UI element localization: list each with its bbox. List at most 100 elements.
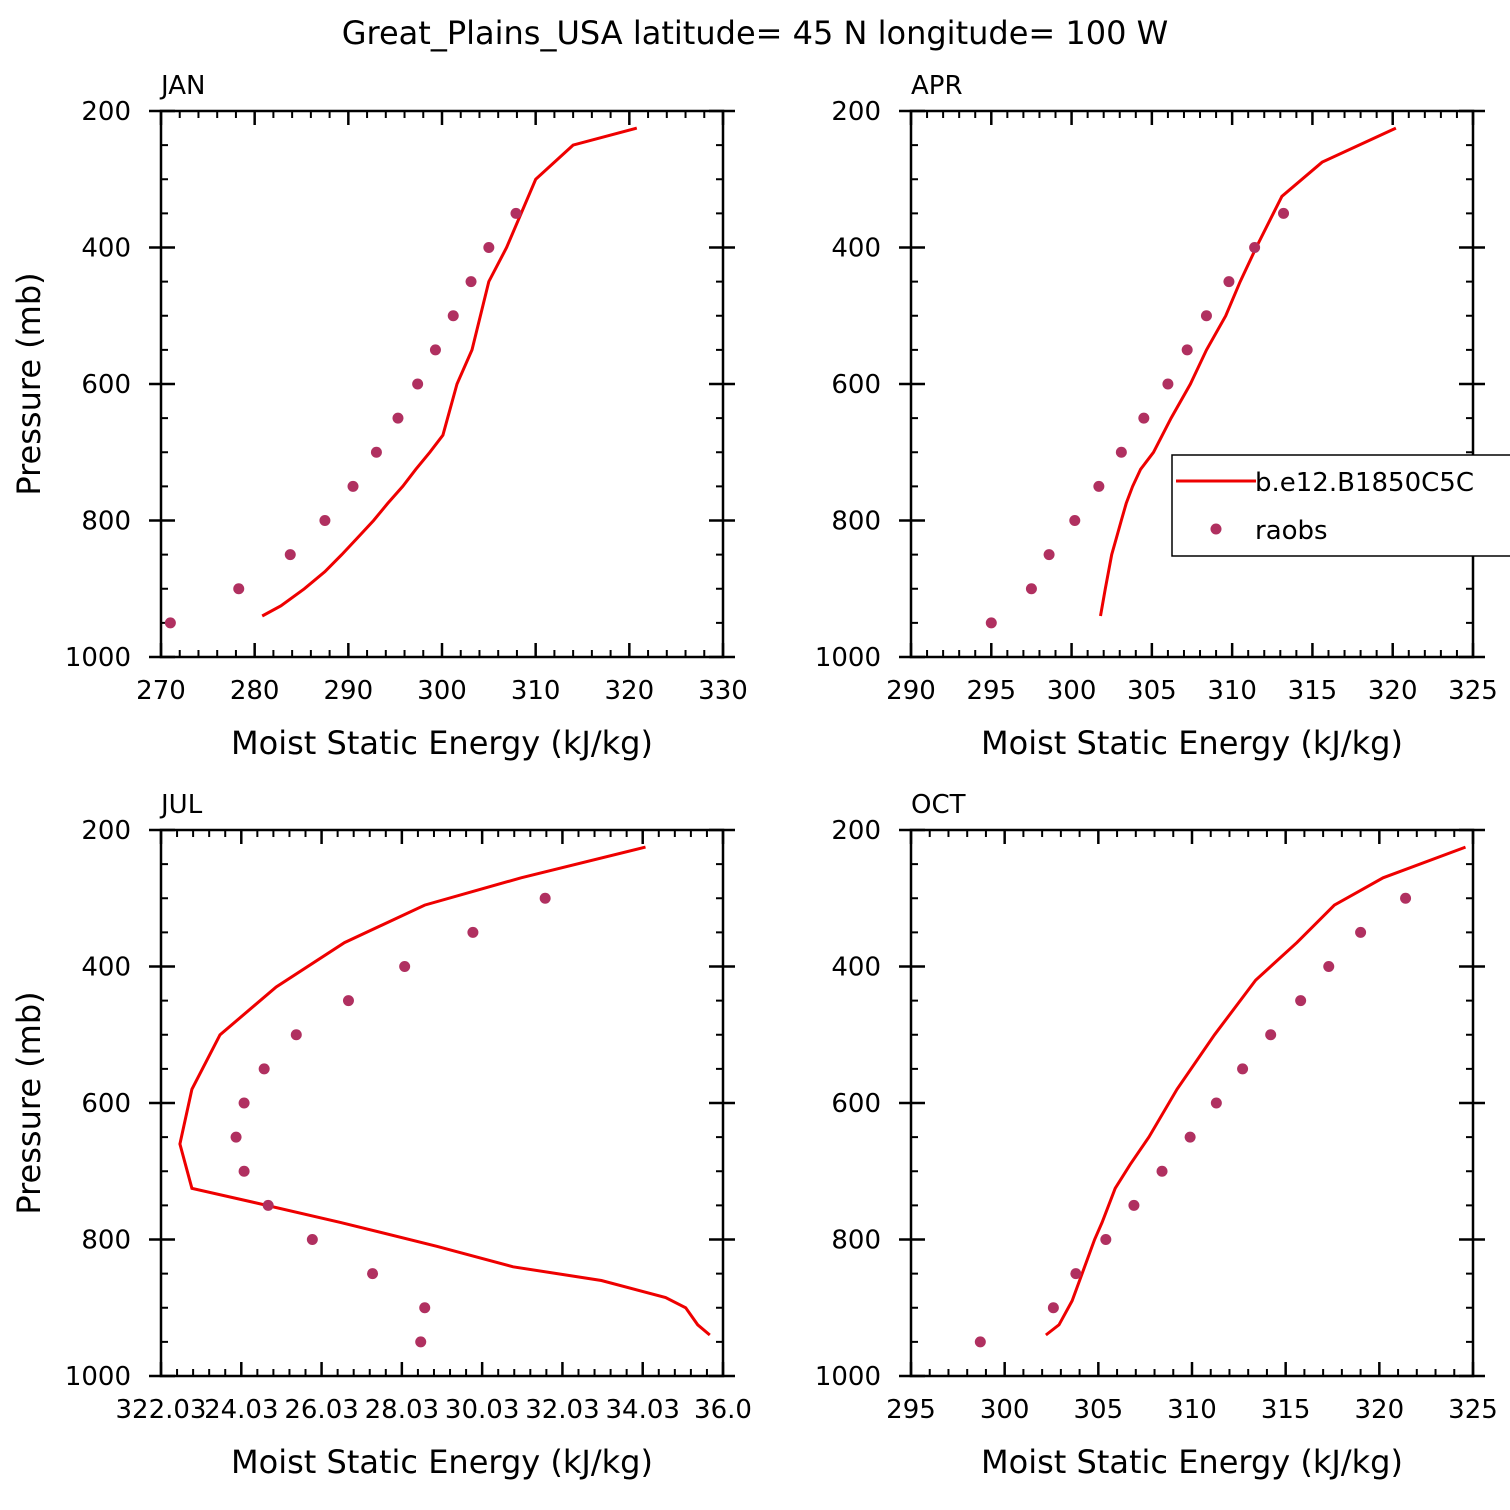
x-tick-label: 320 xyxy=(1368,676,1418,706)
legend-label-raobs: raobs xyxy=(1255,516,1328,546)
raobs-point xyxy=(1400,892,1412,904)
x-tick-label: 310 xyxy=(1167,1395,1217,1425)
x-tick-label: 295 xyxy=(966,676,1016,706)
x-tick-label: 300 xyxy=(980,1395,1030,1425)
figure-title: Great_Plains_USA latitude= 45 N longitud… xyxy=(342,14,1169,52)
panel-jan: 270 280 290 300 310 320 330 200 400 600 800 1000 JAN… xyxy=(10,71,748,762)
raobs-point xyxy=(258,1063,270,1075)
x-tick-label: 30.03 xyxy=(445,1395,519,1425)
x-axis-label: Moist Static Energy (kJ/kg) xyxy=(231,1443,653,1481)
x-tick-label: 34.03 xyxy=(605,1395,679,1425)
y-tick-label: 400 xyxy=(831,234,881,264)
raobs-point xyxy=(1278,207,1290,219)
panel-label: JUL xyxy=(159,790,203,820)
x-tick-label: 310 xyxy=(1207,676,1257,706)
x-tick-label: 325 xyxy=(1448,1395,1498,1425)
x-tick-label: 290 xyxy=(886,676,936,706)
raobs-point xyxy=(262,1199,274,1211)
raobs-point xyxy=(367,1268,379,1280)
raobs-point xyxy=(230,1131,242,1143)
x-tick-label: 295 xyxy=(886,1395,936,1425)
y-tick-label: 800 xyxy=(831,1226,881,1256)
panel-label: OCT xyxy=(911,790,966,820)
y-tick-label: 600 xyxy=(831,1089,881,1119)
raobs-point xyxy=(1184,1131,1196,1143)
raobs-point xyxy=(1210,1097,1222,1109)
x-tick-label: 300 xyxy=(417,676,467,706)
x-tick-label: 305 xyxy=(1127,676,1177,706)
raobs-point xyxy=(399,961,411,972)
raobs-point xyxy=(1070,1268,1082,1280)
panel-label: JAN xyxy=(159,71,205,101)
raobs-point xyxy=(370,446,382,458)
raobs-point xyxy=(164,617,176,629)
legend-box xyxy=(1171,454,1510,557)
model-line xyxy=(261,126,638,618)
y-tick-label: 600 xyxy=(81,1089,131,1119)
raobs-point xyxy=(1115,446,1127,458)
x-tick-label: 280 xyxy=(230,676,280,706)
x-tick-label: 305 xyxy=(1074,1395,1124,1425)
raobs-point xyxy=(1295,995,1307,1007)
raobs-point xyxy=(284,549,296,561)
raobs-point xyxy=(465,276,477,288)
raobs-point xyxy=(1323,961,1335,972)
y-tick-label: 200 xyxy=(831,816,881,846)
y-axis-label: Pressure (mb) xyxy=(10,272,48,495)
y-tick-label: 800 xyxy=(81,1226,131,1256)
x-tick-label: 310 xyxy=(511,676,561,706)
raobs-point xyxy=(483,242,495,253)
x-tick-label: 320 xyxy=(605,676,655,706)
y-tick-label: 400 xyxy=(831,953,881,983)
raobs-point xyxy=(1100,1234,1112,1245)
y-tick-label: 1000 xyxy=(65,1362,131,1392)
raobs-point xyxy=(429,344,441,356)
x-tick-label: 270 xyxy=(136,676,186,706)
raobs-point xyxy=(1265,1029,1277,1041)
raobs-point xyxy=(1093,480,1105,492)
raobs-point xyxy=(392,412,404,424)
x-tick-label: 325 xyxy=(1448,676,1498,706)
raobs-point xyxy=(467,926,479,938)
legend-label-model: b.e12.B1850C5C xyxy=(1255,468,1474,498)
x-axis-label: Moist Static Energy (kJ/kg) xyxy=(981,724,1403,762)
legend-marker-swatch xyxy=(1210,523,1222,535)
panel-apr: 290 295 300 305 310 315 320 325 200 400 600 800 1000… xyxy=(815,71,1498,762)
x-tick-label: 32.03 xyxy=(525,1395,599,1425)
raobs-point xyxy=(415,1336,427,1348)
legend: b.e12.B1850C5C raobs xyxy=(1171,454,1510,557)
x-tick-label: 322.03 xyxy=(116,1395,207,1425)
y-tick-label: 600 xyxy=(81,370,131,400)
raobs-point xyxy=(510,207,522,219)
raobs-point xyxy=(447,310,459,322)
plot-frame xyxy=(159,109,725,659)
plot-frame xyxy=(909,828,1475,1378)
x-tick-label: 320 xyxy=(1355,1395,1405,1425)
y-axis-label: Pressure (mb) xyxy=(10,991,48,1214)
x-axis-label: Moist Static Energy (kJ/kg) xyxy=(231,724,653,762)
raobs-point xyxy=(306,1234,318,1245)
x-tick-label: 36.0 xyxy=(694,1395,752,1425)
y-tick-label: 1000 xyxy=(815,1362,881,1392)
y-tick-label: 600 xyxy=(831,370,881,400)
raobs-point xyxy=(342,995,354,1007)
y-tick-label: 400 xyxy=(81,234,131,264)
y-tick-label: 800 xyxy=(831,507,881,537)
raobs-point xyxy=(1043,549,1055,561)
raobs-point xyxy=(233,583,245,595)
raobs-point xyxy=(1200,310,1212,322)
raobs-point xyxy=(347,480,359,492)
y-tick-label: 200 xyxy=(81,97,131,127)
raobs-point xyxy=(1249,242,1261,253)
y-tick-label: 800 xyxy=(81,507,131,537)
model-line xyxy=(1044,845,1467,1337)
x-tick-label: 26.03 xyxy=(284,1395,358,1425)
raobs-point xyxy=(1181,344,1193,356)
raobs-point xyxy=(974,1336,986,1348)
model-line xyxy=(1099,126,1397,617)
y-tick-label: 400 xyxy=(81,953,131,983)
x-tick-label: 315 xyxy=(1261,1395,1311,1425)
x-tick-label: 300 xyxy=(1047,676,1097,706)
raobs-point xyxy=(290,1029,302,1041)
